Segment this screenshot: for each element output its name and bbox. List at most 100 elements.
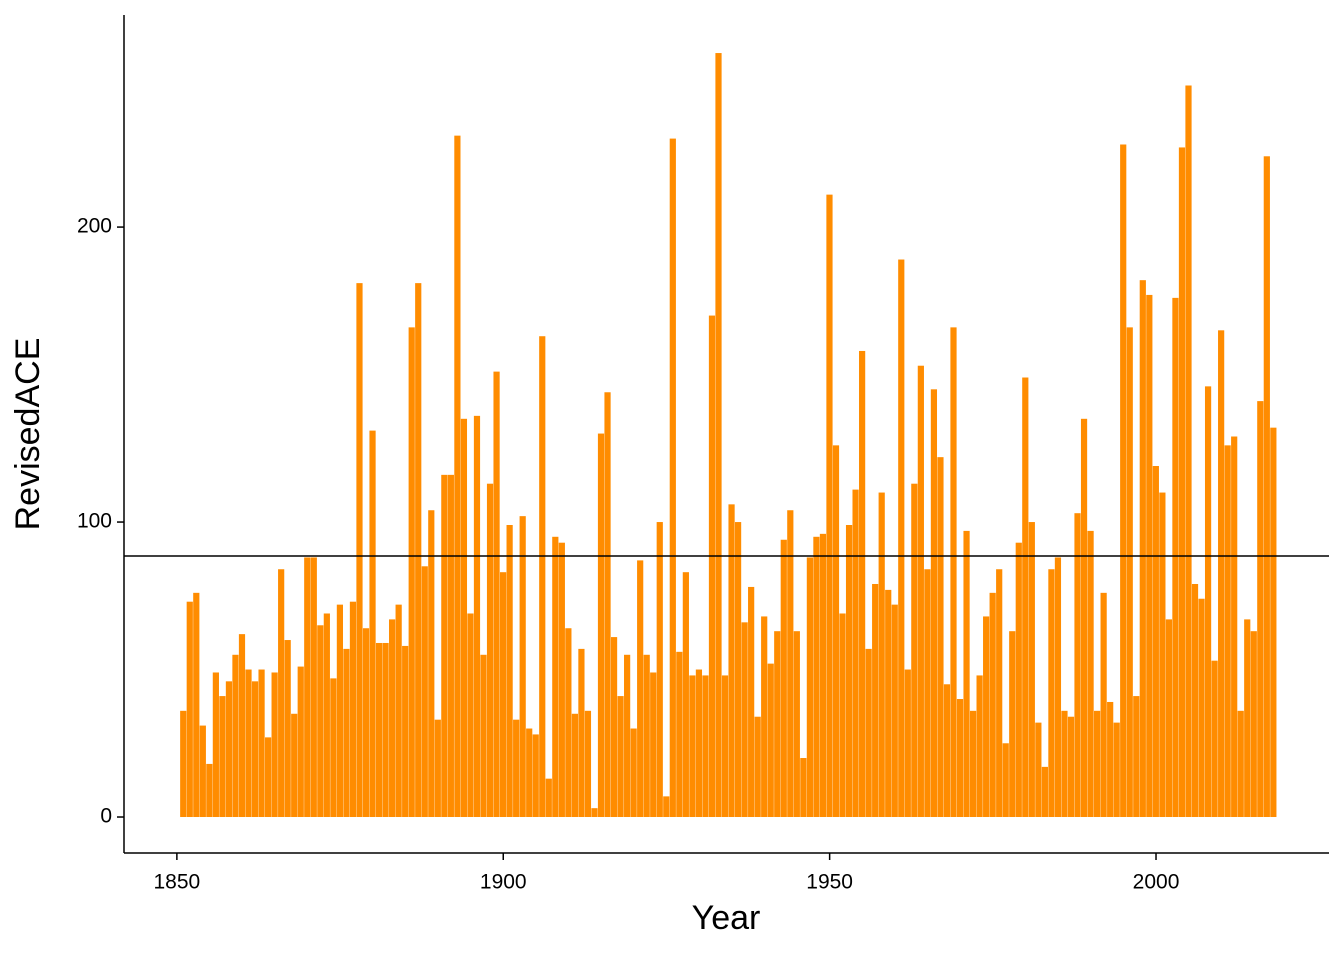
bar — [963, 530, 970, 818]
bar — [1074, 513, 1081, 818]
bar — [571, 713, 578, 818]
bar — [180, 710, 187, 818]
bar — [859, 350, 866, 818]
bar — [513, 719, 520, 818]
bar — [832, 445, 840, 818]
bar — [389, 619, 396, 818]
bar — [937, 457, 944, 818]
y-tick-label: 0 — [100, 805, 112, 828]
bar — [845, 524, 853, 818]
bar — [1133, 696, 1140, 818]
bar — [624, 654, 631, 818]
bar — [1211, 660, 1218, 818]
bar — [186, 601, 193, 818]
bar — [943, 684, 951, 818]
bar — [865, 648, 872, 818]
bar — [480, 654, 487, 818]
bar — [996, 569, 1003, 818]
bar — [499, 572, 507, 818]
bar — [1244, 619, 1251, 818]
bar — [330, 678, 337, 818]
bar — [1139, 280, 1146, 818]
bar — [682, 572, 689, 818]
bar — [545, 778, 552, 818]
bar — [369, 430, 376, 818]
bar — [728, 504, 735, 818]
bar — [767, 663, 774, 818]
bar — [251, 681, 259, 818]
bar — [402, 645, 409, 818]
bar — [1113, 722, 1120, 818]
bar — [519, 516, 526, 818]
bar — [199, 725, 206, 818]
bar — [212, 672, 219, 818]
bar — [1094, 710, 1101, 818]
bar — [271, 672, 278, 818]
bar — [356, 283, 363, 818]
bar — [630, 728, 637, 818]
bar — [434, 719, 441, 818]
bar — [565, 628, 572, 818]
bar — [1120, 144, 1127, 818]
bar — [617, 696, 624, 818]
bar — [284, 640, 291, 818]
bar — [930, 389, 938, 818]
bar — [1126, 327, 1133, 818]
y-tick-label: 100 — [77, 510, 112, 533]
bar — [1191, 583, 1199, 818]
bar — [1054, 557, 1062, 818]
x-axis-title: Year — [692, 899, 761, 937]
bar — [408, 327, 415, 818]
bar — [506, 524, 513, 818]
bar — [421, 566, 428, 818]
bar — [441, 474, 448, 818]
bar — [1041, 766, 1048, 818]
bar — [310, 557, 317, 818]
bar — [1237, 710, 1244, 818]
bar — [597, 433, 605, 818]
bar — [1100, 592, 1107, 818]
bar — [1080, 418, 1088, 818]
bar — [774, 631, 781, 818]
bar — [238, 634, 246, 818]
bar — [983, 616, 990, 818]
bar — [800, 758, 807, 818]
bar — [1022, 377, 1029, 818]
bar — [317, 625, 324, 818]
bar — [454, 135, 461, 818]
bar — [650, 672, 657, 818]
bar — [206, 763, 213, 818]
bar — [1028, 522, 1035, 818]
bar — [969, 710, 977, 818]
bar — [349, 601, 357, 818]
bar — [1250, 631, 1257, 818]
bar — [1067, 716, 1075, 818]
bar — [264, 737, 272, 818]
bar — [1048, 569, 1055, 818]
bar — [989, 592, 996, 818]
bar — [885, 589, 892, 818]
bar — [362, 628, 370, 818]
bar — [819, 533, 827, 818]
bar — [956, 699, 964, 818]
bar — [898, 259, 905, 818]
bar — [669, 138, 676, 818]
bar — [258, 669, 265, 818]
bar — [375, 642, 383, 818]
bar — [584, 710, 592, 818]
bar — [806, 557, 813, 818]
bar — [637, 560, 644, 818]
bar — [552, 536, 559, 818]
bar — [526, 728, 533, 818]
bar — [539, 336, 546, 818]
bar — [1002, 743, 1009, 818]
bar — [663, 796, 670, 818]
y-axis-title: RevisedACE — [9, 338, 47, 531]
bar — [1172, 297, 1179, 818]
bar — [558, 542, 565, 818]
bar — [1204, 386, 1212, 818]
bar — [1035, 722, 1042, 818]
bar — [715, 53, 722, 818]
bar — [447, 474, 454, 818]
bar — [428, 510, 435, 818]
